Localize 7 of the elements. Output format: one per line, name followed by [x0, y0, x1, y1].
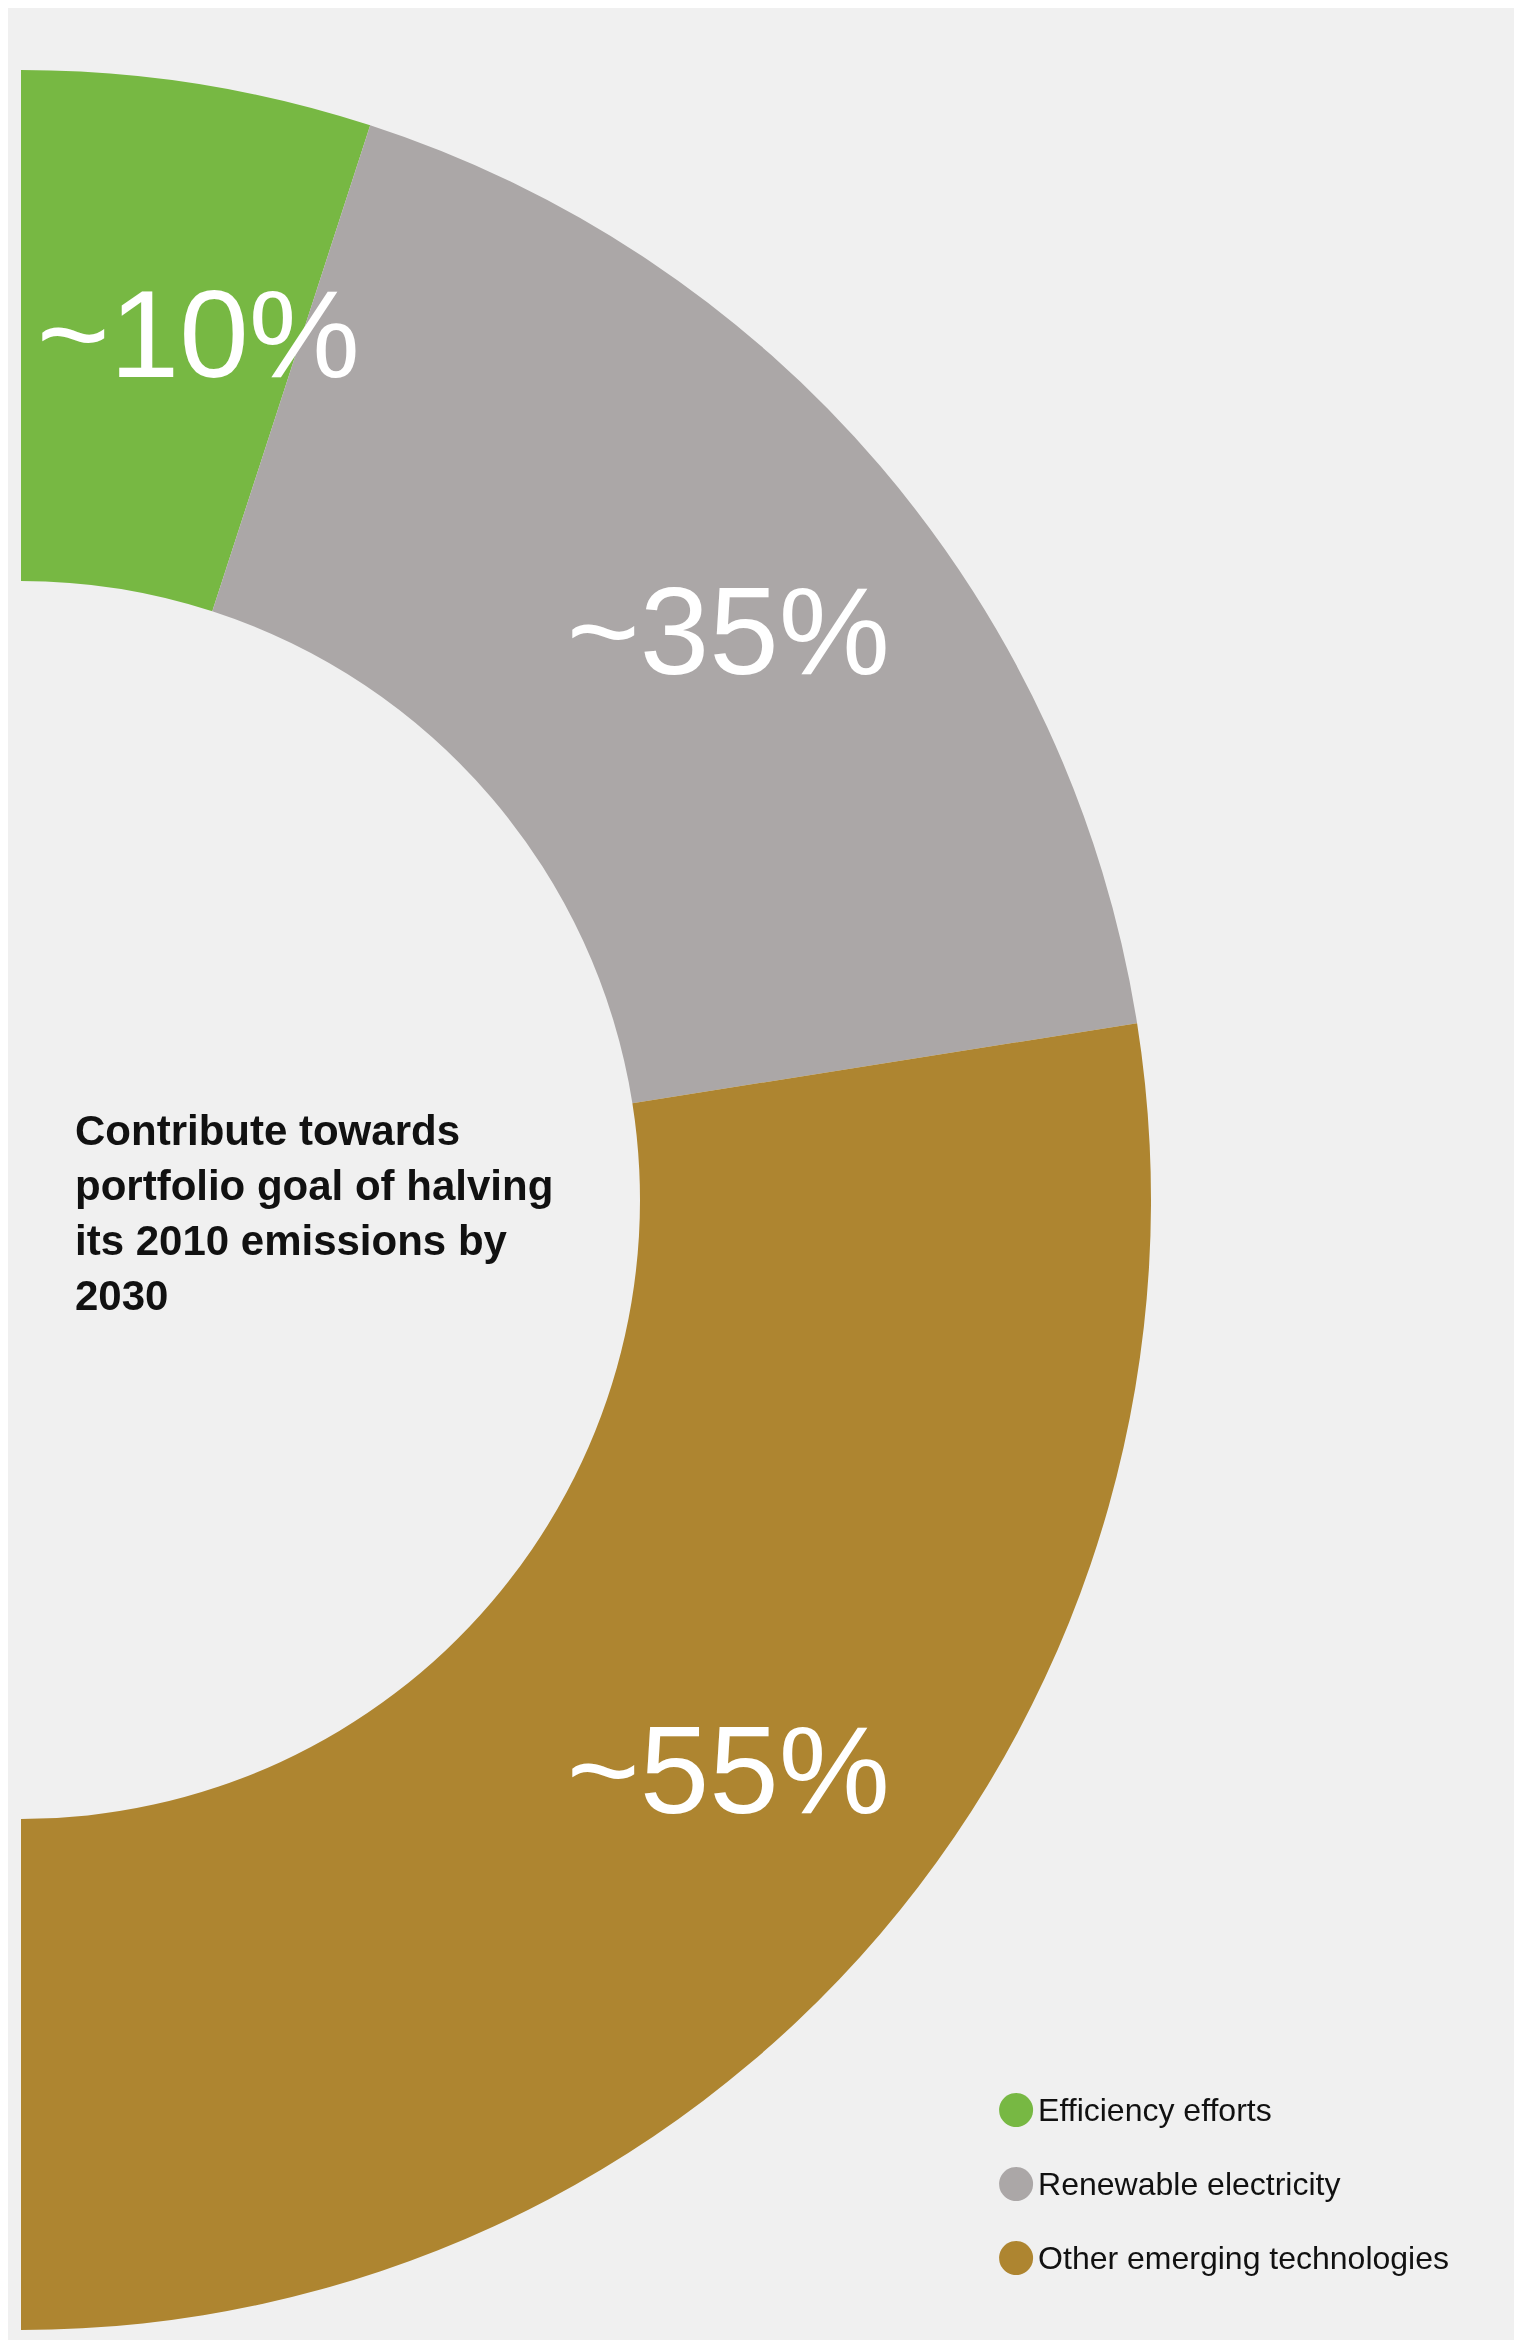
data-label: ~10%	[36, 263, 360, 403]
legend-label: Other emerging technologies	[1038, 2240, 1449, 2276]
text: Contribute towards portfolio goal of halving its 2010 emissions by 2030	[75, 1107, 565, 1319]
data-label: ~35%	[566, 560, 890, 700]
legend-label: Efficiency efforts	[1038, 2092, 1272, 2128]
legend-label: Renewable electricity	[1038, 2166, 1341, 2202]
data-label: ~55%	[566, 1700, 890, 1840]
